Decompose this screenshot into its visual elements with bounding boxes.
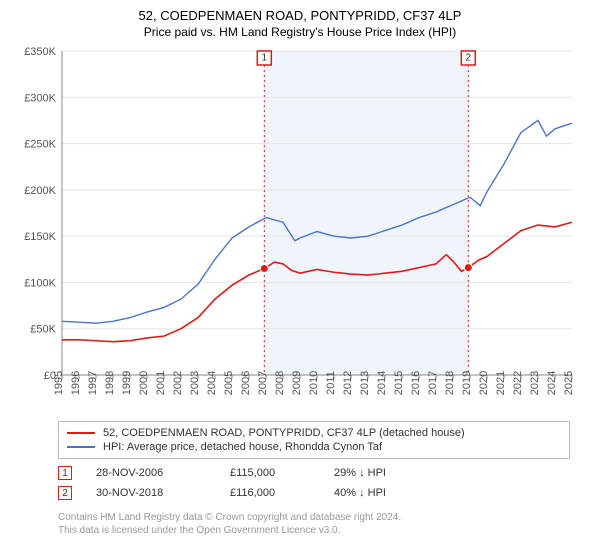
y-axis-label: £100K bbox=[24, 277, 56, 289]
x-axis-label: 2004 bbox=[206, 371, 218, 395]
sale-row: 2 30-NOV-2018 £116,000 40% ↓ HPI bbox=[58, 483, 570, 503]
x-axis-label: 2000 bbox=[138, 371, 150, 395]
chart-title: 52, COEDPENMAEN ROAD, PONTYPRIDD, CF37 4… bbox=[0, 0, 600, 23]
x-axis-label: 2002 bbox=[172, 371, 184, 395]
x-axis-label: 2009 bbox=[291, 371, 303, 395]
x-axis-label: 2023 bbox=[529, 371, 541, 395]
sale-row-marker: 2 bbox=[58, 486, 72, 500]
legend-label: 52, COEDPENMAEN ROAD, PONTYPRIDD, CF37 4… bbox=[103, 427, 465, 439]
x-axis-label: 2025 bbox=[563, 371, 575, 395]
chart-subtitle: Price paid vs. HM Land Registry's House … bbox=[0, 23, 600, 45]
y-axis-label: £350K bbox=[24, 46, 56, 58]
x-axis-label: 2015 bbox=[393, 371, 405, 395]
sale-delta: 29% ↓ HPI bbox=[334, 467, 386, 479]
footer-line-2: This data is licensed under the Open Gov… bbox=[58, 524, 570, 537]
sale-price: £116,000 bbox=[230, 487, 310, 499]
x-axis-label: 1998 bbox=[104, 371, 116, 395]
sale-row-marker: 1 bbox=[58, 466, 72, 480]
sale-price: £115,000 bbox=[230, 467, 310, 479]
y-axis-label: £200K bbox=[24, 185, 56, 197]
y-axis-label: £50K bbox=[30, 324, 56, 336]
chart-plot: £0£50K£100K£150K£200K£250K£300K£350K1995… bbox=[20, 45, 580, 415]
x-axis-label: 1995 bbox=[53, 371, 65, 395]
x-axis-label: 2011 bbox=[325, 371, 337, 395]
legend-item: HPI: Average price, detached house, Rhon… bbox=[67, 440, 561, 454]
legend: 52, COEDPENMAEN ROAD, PONTYPRIDD, CF37 4… bbox=[58, 421, 570, 459]
x-axis-label: 2003 bbox=[189, 371, 201, 395]
x-axis-label: 2005 bbox=[223, 371, 235, 395]
x-axis-label: 2008 bbox=[274, 371, 286, 395]
sale-point bbox=[260, 265, 268, 273]
chart-container: 52, COEDPENMAEN ROAD, PONTYPRIDD, CF37 4… bbox=[0, 0, 600, 560]
y-axis-label: £300K bbox=[24, 92, 56, 104]
y-axis-label: £150K bbox=[24, 231, 56, 243]
x-axis-label: 1999 bbox=[121, 371, 133, 395]
x-axis-label: 2019 bbox=[461, 371, 473, 395]
sale-marker-number: 1 bbox=[262, 53, 268, 64]
x-axis-label: 2006 bbox=[240, 371, 252, 395]
sale-marker-number: 2 bbox=[466, 53, 472, 64]
x-axis-label: 2016 bbox=[410, 371, 422, 395]
sale-row: 1 28-NOV-2006 £115,000 29% ↓ HPI bbox=[58, 463, 570, 483]
sale-point bbox=[464, 264, 472, 272]
sales-table: 1 28-NOV-2006 £115,000 29% ↓ HPI 2 30-NOV-201… bbox=[58, 463, 570, 503]
x-axis-label: 2013 bbox=[359, 371, 371, 395]
x-axis-label: 2020 bbox=[478, 371, 490, 395]
x-axis-label: 2022 bbox=[512, 371, 524, 395]
chart-svg: £0£50K£100K£150K£200K£250K£300K£350K1995… bbox=[20, 45, 580, 415]
legend-label: HPI: Average price, detached house, Rhon… bbox=[103, 441, 382, 453]
sale-delta: 40% ↓ HPI bbox=[334, 487, 386, 499]
x-axis-label: 2001 bbox=[155, 371, 167, 395]
x-axis-label: 2014 bbox=[376, 371, 388, 395]
legend-swatch bbox=[67, 432, 95, 434]
sale-date: 30-NOV-2018 bbox=[96, 487, 206, 499]
x-axis-label: 2012 bbox=[342, 371, 354, 395]
x-axis-label: 1997 bbox=[87, 371, 99, 395]
legend-item: 52, COEDPENMAEN ROAD, PONTYPRIDD, CF37 4… bbox=[67, 426, 561, 440]
legend-swatch bbox=[67, 446, 95, 448]
x-axis-label: 2007 bbox=[257, 371, 269, 395]
x-axis-label: 2018 bbox=[444, 371, 456, 395]
x-axis-label: 1996 bbox=[70, 371, 82, 395]
x-axis-label: 2021 bbox=[495, 371, 507, 395]
transaction-band bbox=[264, 51, 468, 375]
x-axis-label: 2010 bbox=[308, 371, 320, 395]
sale-date: 28-NOV-2006 bbox=[96, 467, 206, 479]
footer-line-1: Contains HM Land Registry data © Crown c… bbox=[58, 511, 570, 524]
footer: Contains HM Land Registry data © Crown c… bbox=[58, 511, 570, 537]
y-axis-label: £250K bbox=[24, 139, 56, 151]
x-axis-label: 2024 bbox=[546, 371, 558, 395]
x-axis-label: 2017 bbox=[427, 371, 439, 395]
